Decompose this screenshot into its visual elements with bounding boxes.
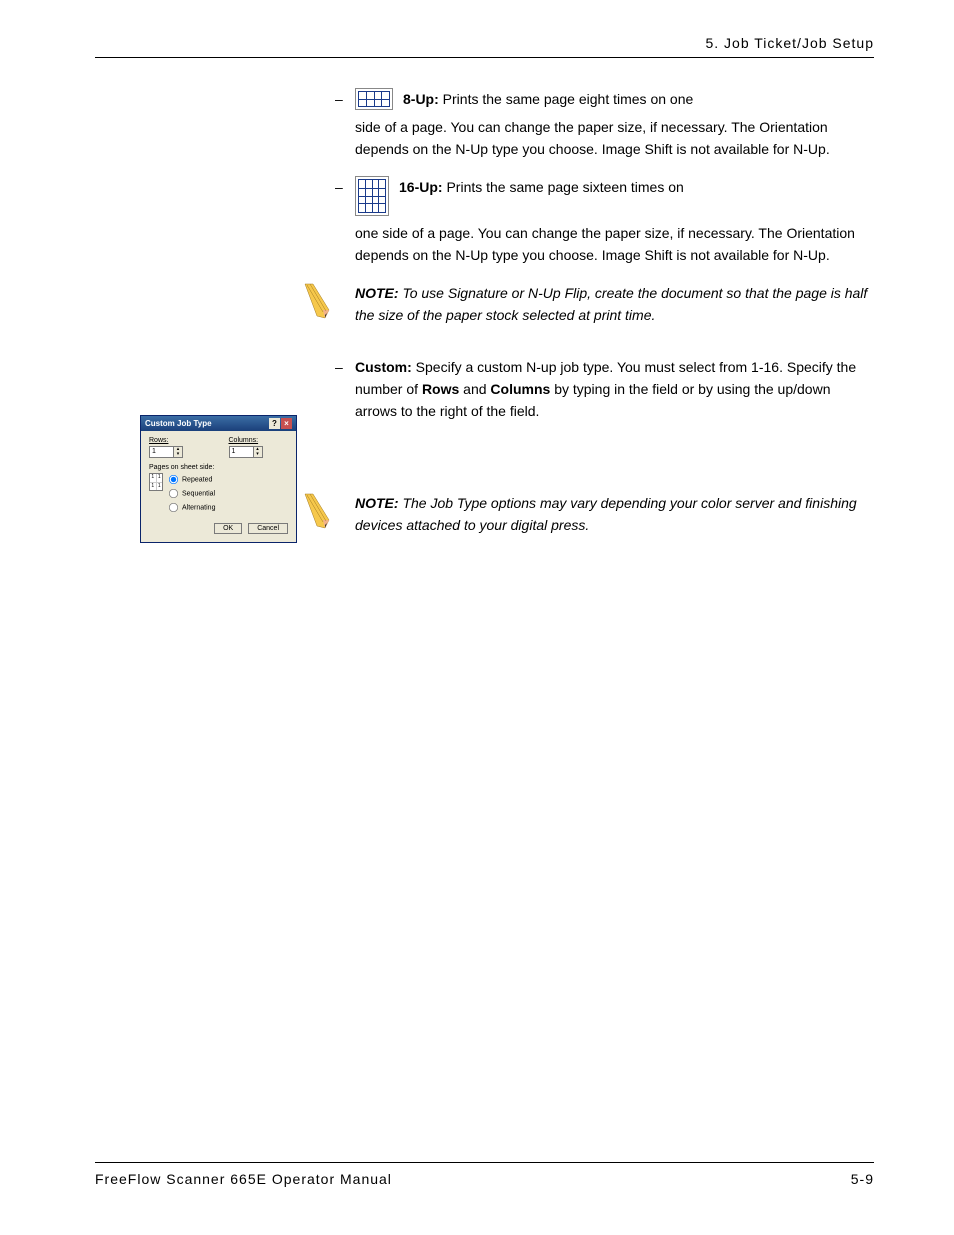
note-1-label: NOTE:: [355, 285, 399, 301]
eight-up-label: 8-Up:: [403, 91, 439, 107]
sixteen-up-label: 16-Up:: [399, 179, 443, 195]
columns-spinner[interactable]: 1 ▴▾: [229, 446, 263, 458]
custom-rows-word: Rows: [422, 381, 459, 397]
custom-job-type-dialog: Custom Job Type ? × Rows: 1 ▴▾ Columns: …: [140, 415, 297, 543]
item-8up: – 8-Up: Prints the same page eight times…: [355, 88, 874, 160]
cols-down-icon[interactable]: ▾: [253, 452, 262, 457]
pencil-icon: [299, 282, 335, 322]
eight-up-icon: [355, 88, 393, 110]
radio-repeated[interactable]: Repeated: [167, 473, 215, 486]
sheet-preview-icon: 11 11: [149, 473, 163, 491]
custom-text-mid: and: [459, 381, 490, 397]
page-header: 5. Job Ticket/Job Setup: [95, 35, 874, 58]
note-1: NOTE: To use Signature or N-Up Flip, cre…: [299, 282, 874, 326]
radio-alternating[interactable]: Alternating: [167, 501, 215, 514]
dash: –: [335, 176, 345, 198]
columns-value: 1: [230, 447, 253, 457]
dialog-title-text: Custom Job Type: [145, 419, 212, 428]
pages-on-sheet-label: Pages on sheet side:: [149, 464, 288, 471]
footer-right: 5-9: [851, 1171, 874, 1187]
pencil-icon: [299, 492, 335, 532]
custom-label: Custom:: [355, 359, 412, 375]
eight-up-body: side of a page. You can change the paper…: [355, 116, 874, 160]
section-title: 5. Job Ticket/Job Setup: [705, 35, 874, 51]
note-2: NOTE: The Job Type options may vary depe…: [299, 492, 874, 536]
content-area: – 8-Up: Prints the same page eight times…: [355, 88, 874, 536]
sixteen-up-lead-text: Prints the same page sixteen times on: [446, 179, 683, 195]
columns-label: Columns:: [229, 437, 289, 444]
rows-spinner[interactable]: 1 ▴▾: [149, 446, 183, 458]
icon-16up-wrapper: [355, 176, 389, 216]
eight-up-lead-text: Prints the same page eight times on one: [443, 91, 694, 107]
sixteen-up-lead: 16-Up: Prints the same page sixteen time…: [399, 176, 874, 198]
note-1-body: To use Signature or N-Up Flip, create th…: [355, 285, 867, 323]
note-1-text: NOTE: To use Signature or N-Up Flip, cre…: [355, 282, 874, 326]
page-footer: FreeFlow Scanner 665E Operator Manual 5-…: [95, 1162, 874, 1187]
rows-down-icon[interactable]: ▾: [173, 452, 182, 457]
dialog-body: Rows: 1 ▴▾ Columns: 1 ▴▾ Pages on sheet …: [141, 431, 296, 542]
note-2-text: NOTE: The Job Type options may vary depe…: [355, 492, 874, 536]
help-button[interactable]: ?: [269, 418, 280, 429]
icon-8up-wrapper: [355, 88, 393, 110]
radio-sequential[interactable]: Sequential: [167, 487, 215, 500]
custom-text: Custom: Specify a custom N-up job type. …: [355, 356, 874, 422]
rows-value: 1: [150, 447, 173, 457]
sixteen-up-icon: [355, 176, 389, 216]
note-2-body: The Job Type options may vary depending …: [355, 495, 857, 533]
ok-button[interactable]: OK: [214, 523, 242, 534]
document-page: 5. Job Ticket/Job Setup – 8-Up: Prints t…: [0, 0, 954, 1235]
sixteen-up-body: one side of a page. You can change the p…: [355, 222, 874, 266]
footer-left: FreeFlow Scanner 665E Operator Manual: [95, 1171, 392, 1187]
dialog-titlebar: Custom Job Type ? ×: [141, 416, 296, 431]
custom-columns-word: Columns: [490, 381, 550, 397]
rows-label: Rows:: [149, 437, 209, 444]
item-custom: – Custom: Specify a custom N-up job type…: [355, 356, 874, 422]
dash: –: [335, 356, 345, 378]
close-button[interactable]: ×: [281, 418, 292, 429]
note-2-label: NOTE:: [355, 495, 399, 511]
eight-up-lead: 8-Up: Prints the same page eight times o…: [403, 88, 874, 110]
cancel-button[interactable]: Cancel: [248, 523, 288, 534]
item-16up: – 16-Up: Prints the same page sixteen ti…: [355, 176, 874, 266]
dash: –: [335, 88, 345, 110]
